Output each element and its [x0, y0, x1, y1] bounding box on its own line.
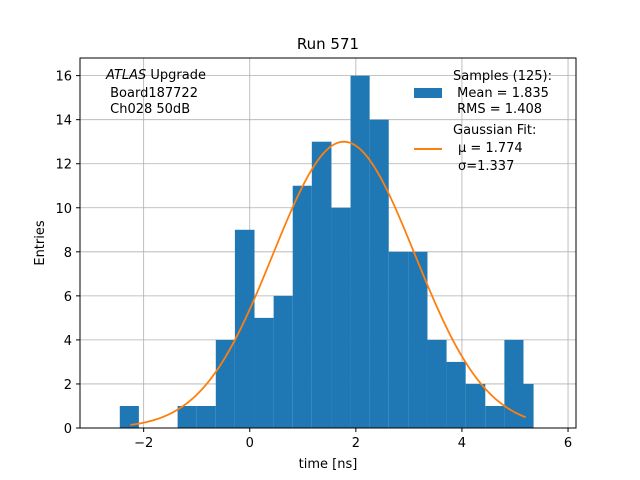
legend-fit-mu: μ = 1.774 [458, 141, 523, 156]
chart-title: Run 571 [297, 35, 359, 53]
plot-frame [79, 57, 577, 429]
x-tick-label: 0 [246, 436, 254, 451]
x-axis-ticks: −2 0 2 4 6 [134, 428, 572, 451]
histogram-bar [331, 207, 351, 428]
histogram-bar [388, 251, 409, 428]
y-axis-ticks: 0 2 4 6 8 10 12 14 16 [55, 70, 80, 437]
histogram-bar [350, 75, 370, 428]
histogram-bar [119, 405, 139, 428]
x-tick-label: 2 [352, 436, 360, 451]
histogram-bar [215, 339, 235, 428]
annotation-line-3: Ch028 50dB [106, 102, 190, 117]
legend-fit-label: Gaussian Fit: [453, 123, 536, 138]
histogram-bars [119, 75, 534, 429]
y-tick-label: 6 [64, 290, 72, 305]
y-tick-label: 12 [55, 158, 72, 173]
histogram-bar [234, 229, 255, 428]
x-tick-label: −2 [134, 436, 153, 451]
y-tick-label: 2 [64, 378, 72, 393]
histogram-bar [311, 141, 332, 428]
info-annotation: ATLAS Upgrade Board187722 Ch028 50dB [105, 68, 206, 117]
x-tick-label: 6 [564, 436, 572, 451]
y-tick-label: 16 [55, 70, 72, 85]
histogram-bar [254, 317, 274, 428]
annotation-upgrade: Upgrade [146, 68, 206, 83]
x-tick-label: 4 [458, 436, 466, 451]
y-tick-label: 4 [64, 334, 72, 349]
histogram-bar [369, 119, 389, 429]
legend-fit-sigma: σ=1.337 [458, 159, 514, 174]
x-axis-label: time [ns] [299, 457, 358, 472]
y-tick-label: 8 [64, 246, 72, 261]
annotation-line-1: ATLAS Upgrade [105, 68, 206, 83]
annotation-atlas: ATLAS [105, 68, 146, 83]
legend-histogram-swatch [414, 88, 442, 98]
y-tick-label: 0 [64, 422, 72, 437]
y-tick-label: 10 [55, 202, 72, 217]
annotation-line-2: Board187722 [106, 86, 198, 101]
legend-rms: RMS = 1.408 [453, 102, 542, 117]
histogram-bar [196, 405, 216, 428]
legend: Samples (125): Mean = 1.835 RMS = 1.408 … [414, 69, 552, 174]
legend-samples-label: Samples (125): [453, 69, 552, 84]
histogram-bar [465, 383, 486, 428]
gaussian-fit-line [130, 140, 526, 426]
histogram-bar [408, 251, 428, 428]
histogram-bar [273, 295, 293, 428]
histogram-bar [177, 405, 197, 428]
histogram-bar [292, 185, 312, 428]
histogram-bar [427, 339, 447, 428]
gaussian-fit [130, 140, 526, 426]
histogram-bar [523, 383, 534, 428]
histogram-bar [446, 361, 466, 428]
y-axis-label: Entries [33, 220, 48, 266]
histogram-bar [504, 339, 524, 428]
legend-mean: Mean = 1.835 [453, 86, 549, 101]
histogram-bar [485, 405, 505, 428]
y-tick-label: 14 [55, 114, 72, 129]
